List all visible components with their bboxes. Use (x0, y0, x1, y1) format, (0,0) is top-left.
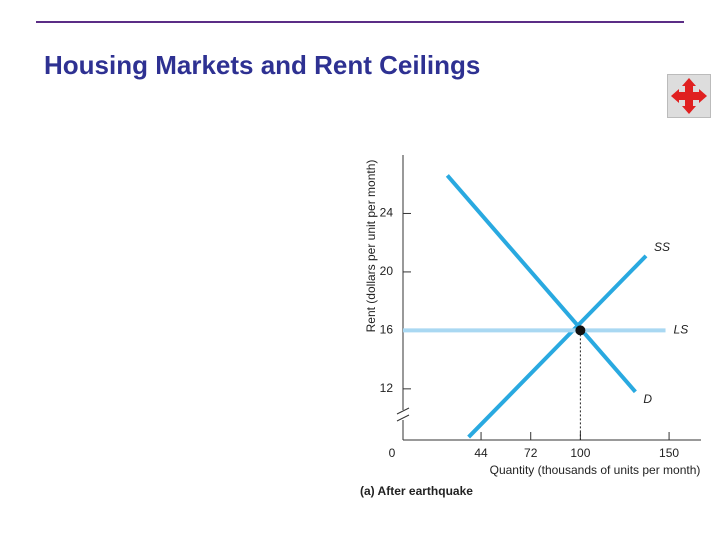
axis-break-gap (398, 410, 408, 420)
series-label: SS (654, 240, 670, 254)
caption: (a) After earthquake (360, 484, 473, 498)
x-tick-label: 100 (570, 446, 590, 460)
axis-break (396, 407, 410, 415)
series-label: LS (674, 323, 689, 337)
x-tick-label: 72 (524, 446, 538, 460)
slide-title: Housing Markets and Rent Ceilings (44, 50, 481, 80)
move-icon[interactable] (667, 74, 711, 118)
series-label: D (643, 392, 652, 406)
move-glyph (671, 78, 707, 114)
header-rule (36, 21, 684, 23)
y-tick-label: 20 (380, 264, 394, 278)
y-tick-label: 16 (380, 323, 394, 337)
x-axis-label: Quantity (thousands of units per month) (490, 463, 701, 477)
y-tick-label: 12 (380, 381, 394, 395)
y-tick-label: 24 (380, 206, 394, 220)
series-line (445, 174, 637, 394)
axis-break (396, 414, 410, 422)
x-tick-label: 0 (389, 446, 396, 460)
x-tick-label: 44 (474, 446, 488, 460)
series-line (467, 254, 648, 439)
equilibrium-point (575, 325, 586, 336)
y-axis-label: Rent (dollars per unit per month) (364, 160, 378, 333)
x-tick-label: 150 (659, 446, 679, 460)
